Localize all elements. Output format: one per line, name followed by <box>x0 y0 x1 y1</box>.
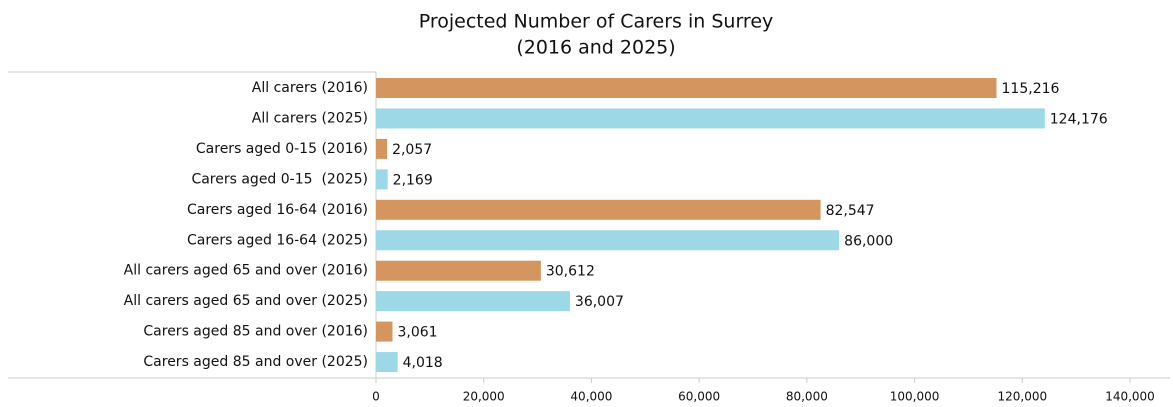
value-label: 3,061 <box>397 325 437 341</box>
bar <box>376 260 541 281</box>
value-label: 82,547 <box>826 203 875 219</box>
bar <box>376 138 388 159</box>
bar <box>376 352 398 373</box>
x-tick-label: 60,000 <box>678 390 720 404</box>
y-tick-label: Carers aged 85 and over (2025) <box>143 354 368 370</box>
y-tick-label: All carers (2016) <box>252 80 368 96</box>
x-tick-label: 0 <box>372 390 380 404</box>
value-label: 30,612 <box>546 264 595 280</box>
bar <box>376 321 393 342</box>
y-tick-label: Carers aged 0-15 (2025) <box>191 171 368 187</box>
chart-title: (2016 and 2025) <box>516 37 675 59</box>
x-tick-label: 80,000 <box>786 390 828 404</box>
y-tick-label: Carers aged 16-64 (2016) <box>187 202 368 218</box>
y-tick-label: Carers aged 0-15 (2016) <box>196 141 368 157</box>
bar <box>376 199 821 220</box>
value-label: 4,018 <box>403 355 443 371</box>
chart-title: Projected Number of Carers in Surrey <box>419 11 774 33</box>
bar <box>376 291 570 312</box>
value-label: 115,216 <box>1002 81 1060 97</box>
value-label: 2,169 <box>393 172 433 188</box>
value-label: 86,000 <box>844 233 893 249</box>
value-label: 124,176 <box>1050 111 1108 127</box>
value-label: 2,057 <box>392 142 432 158</box>
y-tick-label: Carers aged 16-64 (2025) <box>187 232 368 248</box>
y-tick-label: All carers aged 65 and over (2016) <box>124 263 368 279</box>
y-tick-label: Carers aged 85 and over (2016) <box>143 324 368 340</box>
x-tick-label: 140,000 <box>1105 390 1155 404</box>
x-tick-label: 120,000 <box>997 390 1047 404</box>
bar <box>376 230 840 251</box>
bar <box>376 108 1045 129</box>
x-tick-label: 40,000 <box>570 390 612 404</box>
y-tick-label: All carers (2025) <box>252 110 368 126</box>
value-label: 36,007 <box>575 294 624 310</box>
x-tick-label: 20,000 <box>463 390 505 404</box>
bar <box>376 169 388 190</box>
x-tick-label: 100,000 <box>890 390 940 404</box>
bar <box>376 78 997 98</box>
y-tick-label: All carers aged 65 and over (2025) <box>124 293 368 309</box>
